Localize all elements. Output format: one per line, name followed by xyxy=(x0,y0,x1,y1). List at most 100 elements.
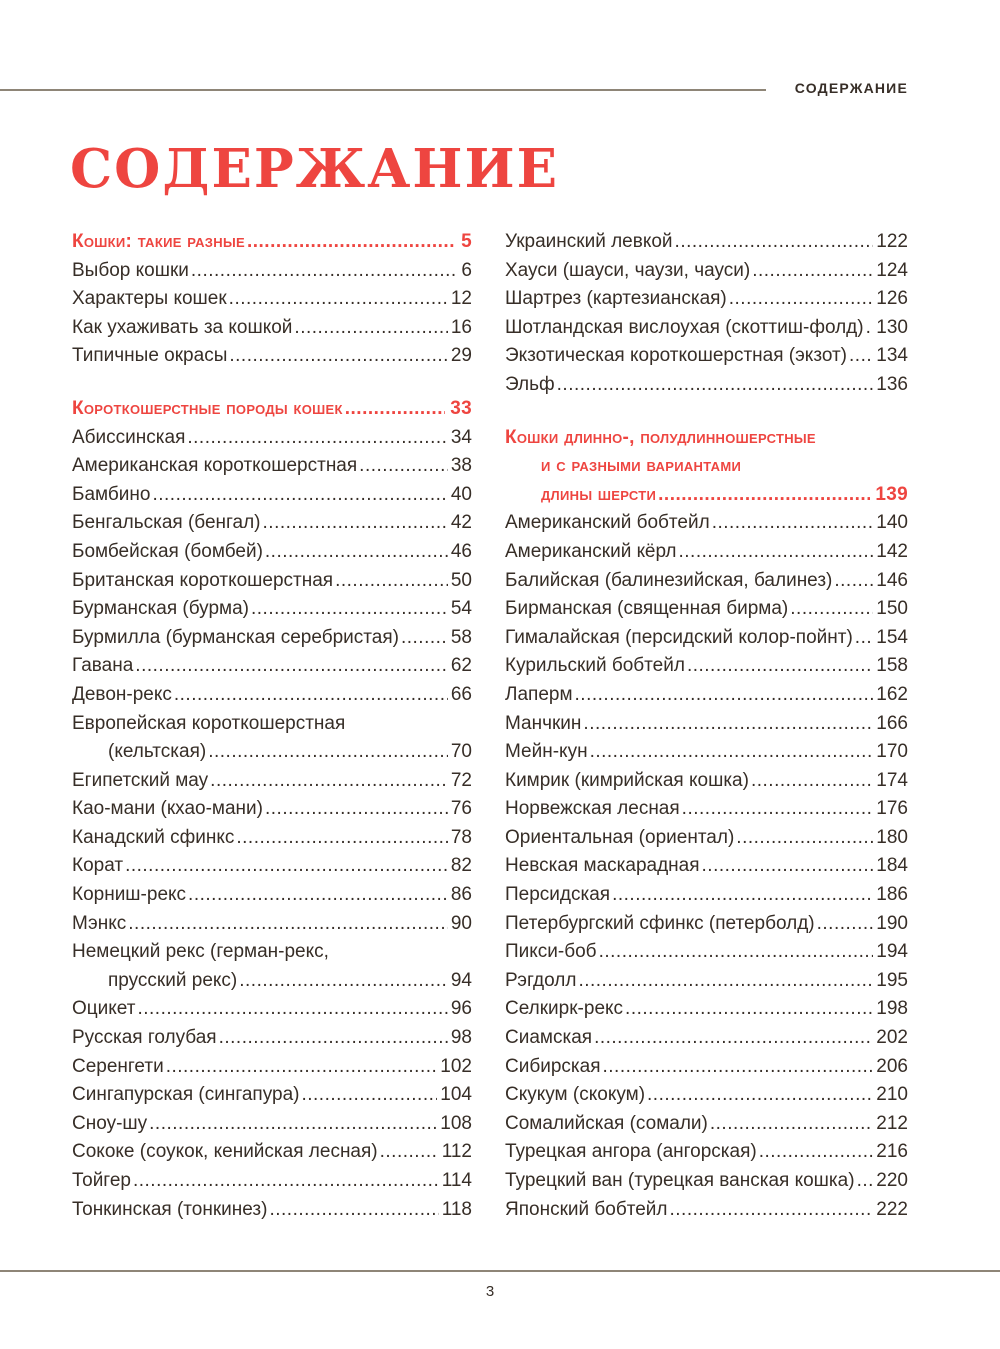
toc-entry: Курильский бобтейл 158 xyxy=(505,652,908,681)
toc-entry: прусский рекс) 94 xyxy=(72,967,472,996)
toc-entry-label: Как ухаживать за кошкой xyxy=(72,316,293,338)
toc-entry-page: 78 xyxy=(450,826,472,848)
page-number: 3 xyxy=(485,1283,495,1300)
toc-entry-page: 16 xyxy=(450,316,472,338)
toc-entry-page: 162 xyxy=(876,683,908,705)
toc-entry-page: 146 xyxy=(876,569,908,591)
toc-leader-dots xyxy=(380,1138,439,1167)
toc-leader-dots xyxy=(294,314,447,343)
toc-entry: Тойгер 114 xyxy=(72,1167,472,1196)
toc-entry-page: 38 xyxy=(450,455,472,477)
toc-entry-page: 50 xyxy=(450,569,472,591)
toc-entry: Бурманская (бурма) 54 xyxy=(72,595,472,624)
toc-column-right: Украинский левкой 122 Хауси (шауси, чауз… xyxy=(505,228,908,1224)
toc-entry: Норвежская лесная 176 xyxy=(505,795,908,824)
toc-entry-label: Пикси-боб xyxy=(505,941,597,963)
toc-leader-dots xyxy=(166,1053,438,1082)
header-rule xyxy=(0,89,766,91)
toc-entry-label: Гималайская (персидский колор-пойнт) xyxy=(505,626,853,648)
toc-entry: Сиамская 202 xyxy=(505,1024,908,1053)
toc-entry-label: Кошки: такие разные xyxy=(72,231,245,252)
toc-entry-page: 150 xyxy=(876,598,908,620)
toc-leader-dots xyxy=(219,1024,448,1053)
toc-column-left: Кошки: такие разные 5 Выбор кошки 6 Хара… xyxy=(72,228,472,1224)
toc-entry-page: 94 xyxy=(450,969,472,991)
toc-leader-dots xyxy=(335,567,448,596)
toc-entry-label: Немецкий рекс (герман-рекс, xyxy=(72,941,329,963)
toc-entry: Выбор кошки 6 xyxy=(72,257,472,286)
toc-entry: Бурмилла (бурманская серебристая) 58 xyxy=(72,624,472,653)
toc-entry: Гавана 62 xyxy=(72,652,472,681)
toc-leader-dots xyxy=(817,910,874,939)
toc-entry-label: Бамбино xyxy=(72,483,151,505)
toc-entry: Абиссинская 34 xyxy=(72,424,472,453)
toc-leader-dots xyxy=(251,595,448,624)
toc-entry-page: 62 xyxy=(450,655,472,677)
toc-entry-page: 72 xyxy=(450,769,472,791)
toc-entry-label: Оцикет xyxy=(72,998,136,1020)
toc-entry-page: 42 xyxy=(450,512,472,534)
toc-entry-page: 134 xyxy=(876,345,908,367)
toc-entry-label: Норвежская лесная xyxy=(505,798,680,820)
toc-section-heading: длины шерсти 139 xyxy=(505,481,908,510)
toc-leader-dots xyxy=(208,738,448,767)
toc-entry-page: 96 xyxy=(450,998,472,1020)
toc-entry-label: Русская голубая xyxy=(72,1027,217,1049)
toc-leader-dots xyxy=(174,681,448,710)
toc-entry-label: Египетский мау xyxy=(72,769,209,791)
toc-entry: Корат 82 xyxy=(72,852,472,881)
running-header: СОДЕРЖАНИЕ xyxy=(794,80,908,96)
toc-leader-dots xyxy=(710,1110,873,1139)
toc-entry-label: Американский кёрл xyxy=(505,540,677,562)
toc-entry: Сибирская 206 xyxy=(505,1053,908,1082)
toc-entry-page: 90 xyxy=(450,912,472,934)
toc-entry-label: Турецкая ангора (ангорская) xyxy=(505,1141,757,1163)
toc-entry-label: Типичные окрасы xyxy=(72,345,228,367)
toc-entry: Корниш-рекс 86 xyxy=(72,881,472,910)
toc-entry-label: Выбор кошки xyxy=(72,259,189,281)
toc-entry-page: 176 xyxy=(876,798,908,820)
toc-leader-dots xyxy=(658,481,870,510)
toc-entry: Манчкин 166 xyxy=(505,710,908,739)
toc-leader-dots xyxy=(590,738,874,767)
toc-entry: Эльф 136 xyxy=(505,371,908,400)
toc-entry: Балийская (балинезийская, балинез) 146 xyxy=(505,567,908,596)
toc-entry-page: 154 xyxy=(876,626,908,648)
toc-entry-label: Сококе (соукок, кенийская лесная) xyxy=(72,1141,378,1163)
toc-leader-dots xyxy=(265,538,448,567)
toc-entry-label: и с разными вариантами xyxy=(541,455,742,477)
toc-entry: Шотландская вислоухая (скоттиш-фолд) 130 xyxy=(505,314,908,343)
toc-leader-dots xyxy=(736,824,873,853)
toc-entry: Бамбино 40 xyxy=(72,481,472,510)
toc-entry: Сноу-шу 108 xyxy=(72,1110,472,1139)
toc-entry-page: 174 xyxy=(876,769,908,791)
toc-entry-label: Американская короткошерстная xyxy=(72,455,358,477)
toc-entry: Оцикет 96 xyxy=(72,995,472,1024)
page-title: СОДЕРЖАНИЕ xyxy=(70,138,559,200)
toc-leader-dots xyxy=(301,1081,437,1110)
toc-leader-dots xyxy=(578,967,873,996)
toc-leader-dots xyxy=(752,257,873,286)
toc-leader-dots xyxy=(187,424,447,453)
toc-entry-label: Экзотическая короткошерстная (экзот) xyxy=(505,345,848,367)
toc-entry-label: Тонкинская (тонкинез) xyxy=(72,1198,268,1220)
toc-entry-page: 130 xyxy=(876,316,908,338)
toc-entry: Персидская 186 xyxy=(505,881,908,910)
toc-entry-label: Корат xyxy=(72,855,124,877)
toc-leader-dots xyxy=(191,257,459,286)
toc-entry: Европейская короткошерстная xyxy=(72,710,472,739)
toc-entry-label: Гавана xyxy=(72,655,134,677)
toc-entry: Тонкинская (тонкинез) 118 xyxy=(72,1196,472,1225)
toc-entry-page: 124 xyxy=(876,259,908,281)
toc-entry: Американская короткошерстная 38 xyxy=(72,452,472,481)
toc-entry-label: Канадский сфинкс xyxy=(72,826,235,848)
toc-leader-dots xyxy=(759,1138,874,1167)
toc-entry-label: Тойгер xyxy=(72,1170,131,1191)
toc-entry: Шартрез (картезианская) 126 xyxy=(505,285,908,314)
toc-entry-label: Рэгдолл xyxy=(505,969,577,991)
toc-entry-label: Бенгальская (бенгал) xyxy=(72,512,261,534)
toc-leader-dots xyxy=(210,767,448,796)
toc-entry-page: 198 xyxy=(876,998,908,1020)
toc-leader-dots xyxy=(345,395,446,424)
toc-leader-dots xyxy=(602,1053,873,1082)
